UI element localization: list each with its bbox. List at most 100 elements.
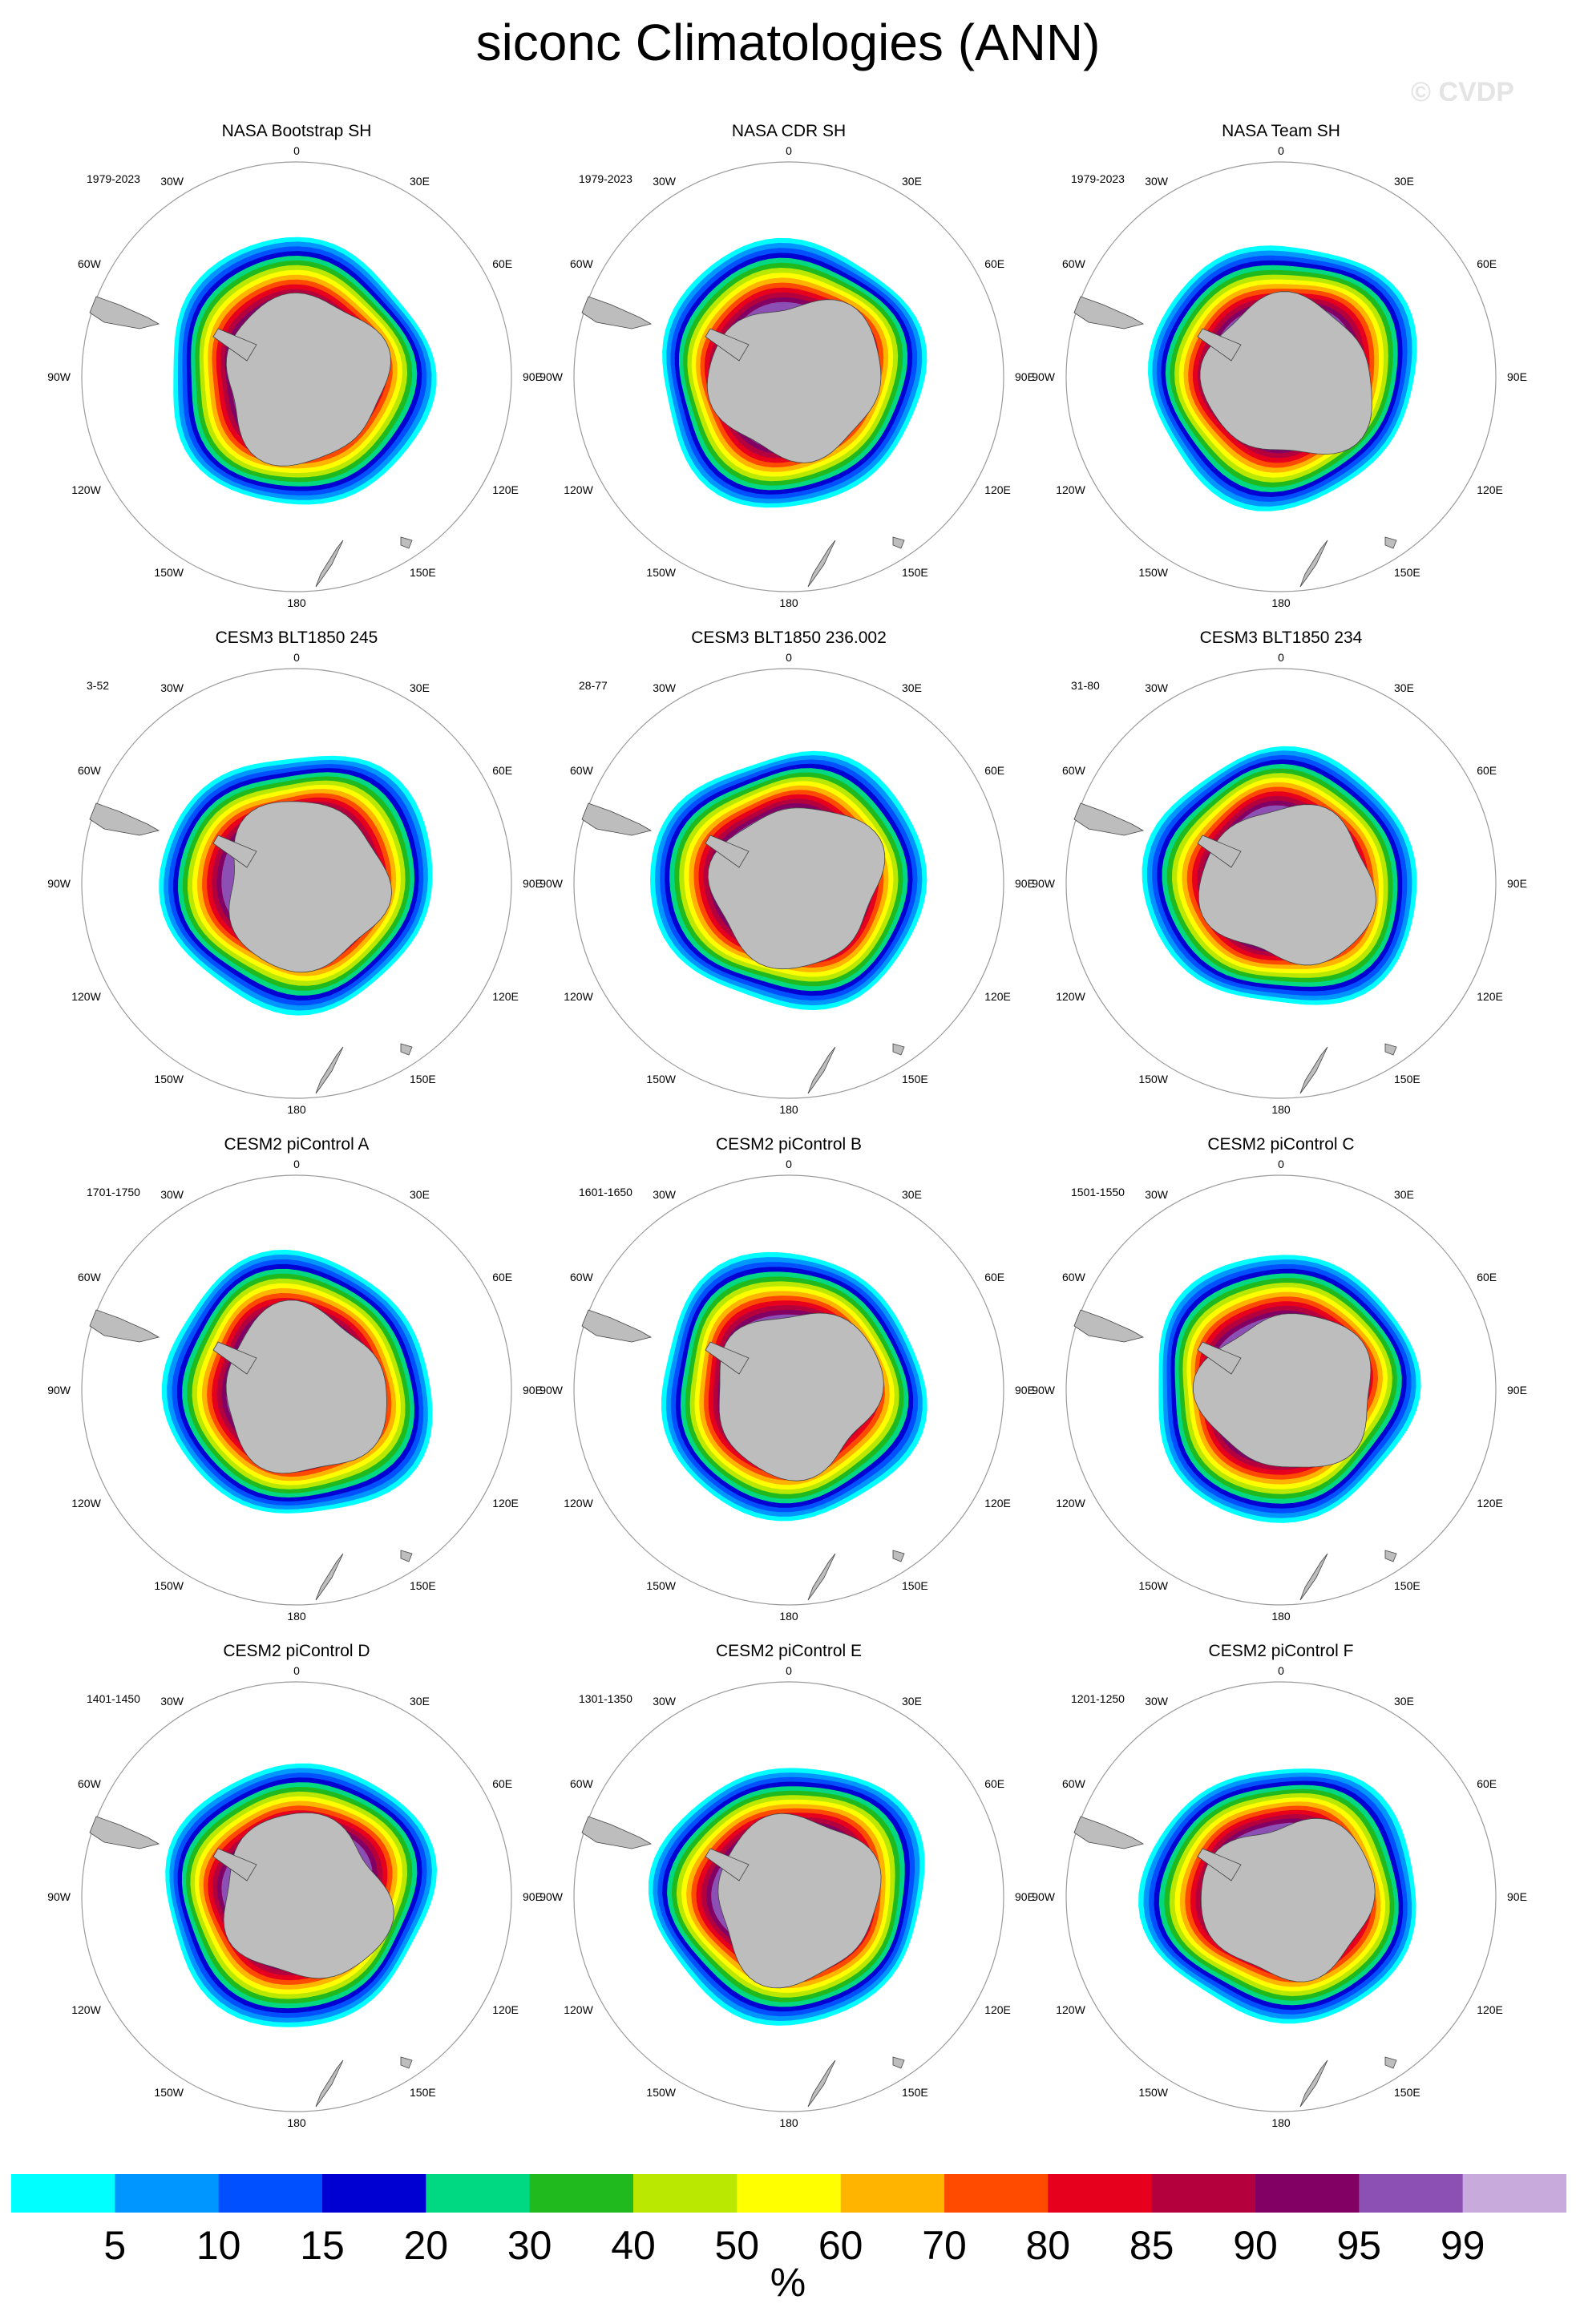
- colorbar-tick-label: 60: [818, 2223, 863, 2262]
- colorbar-tick-label: 99: [1441, 2223, 1485, 2262]
- tasmania-landmass: [892, 536, 905, 549]
- longitude-label: 120E: [492, 483, 519, 496]
- colorbar-tick-label: 10: [196, 2223, 241, 2262]
- longitude-label: 150W: [1138, 1579, 1168, 1592]
- antarctica-landmass: [1200, 1817, 1376, 1982]
- colorbar-units: %: [770, 2260, 806, 2305]
- panel-title: NASA CDR SH: [732, 122, 846, 140]
- period-label: 1601-1650: [579, 1186, 632, 1198]
- longitude-label: 30W: [653, 1695, 677, 1708]
- colorbar-swatch: [737, 2174, 842, 2213]
- antarctic-peninsula: [212, 1848, 257, 1881]
- map-panel: NASA Team SH 1979-2023 0 30E 60E 90E 120E 150E 1…: [1032, 122, 1527, 609]
- longitude-label: 120E: [492, 990, 519, 1003]
- longitude-label: 0: [1278, 144, 1284, 157]
- longitude-label: 30W: [160, 681, 184, 694]
- longitude-label: 90W: [539, 1384, 564, 1396]
- figure-title: siconc Climatologies (ANN): [475, 14, 1101, 71]
- colorbar-tick-label: 5: [103, 2223, 126, 2262]
- panel-title: CESM2 piControl D: [223, 1642, 370, 1660]
- longitude-label: 150E: [1394, 566, 1420, 579]
- antarctic-peninsula: [1197, 1848, 1242, 1881]
- longitude-label: 120W: [564, 483, 593, 496]
- longitude-label: 150E: [1394, 1073, 1420, 1085]
- longitude-label: 90W: [1032, 1384, 1056, 1396]
- south-america-landmass: [89, 296, 160, 329]
- longitude-label: 60E: [984, 764, 1004, 777]
- longitude-label: 90W: [47, 370, 71, 383]
- panel-title: CESM2 piControl B: [716, 1135, 862, 1154]
- panel-title: CESM2 piControl A: [224, 1135, 370, 1154]
- colorbar-tick-label: 15: [300, 2223, 345, 2262]
- colorbar-swatch: [11, 2174, 115, 2213]
- longitude-label: 60W: [1062, 257, 1086, 270]
- longitude-label: 180: [779, 1610, 798, 1623]
- colorbar-swatch: [426, 2174, 531, 2213]
- longitude-label: 60E: [984, 257, 1004, 270]
- longitude-label: 90E: [523, 1890, 543, 1903]
- longitude-label: 30E: [902, 1695, 922, 1708]
- antarctic-peninsula: [212, 328, 257, 362]
- longitude-label: 60E: [492, 1271, 512, 1283]
- longitude-label: 120W: [564, 1497, 593, 1510]
- longitude-label: 90E: [1507, 1890, 1527, 1903]
- longitude-label: 180: [779, 1103, 798, 1116]
- longitude-label: 90E: [523, 370, 543, 383]
- longitude-label: 120W: [1056, 1497, 1085, 1510]
- longitude-label: 60E: [1477, 1777, 1497, 1790]
- longitude-label: 60E: [1477, 1271, 1497, 1283]
- colorbar-tick-label: 20: [403, 2223, 448, 2262]
- antarctica-landmass: [1198, 804, 1376, 966]
- longitude-label: 90W: [47, 877, 71, 890]
- colorbar-swatch: [633, 2174, 737, 2213]
- colorbar-tick-label: 95: [1336, 2223, 1381, 2262]
- period-label: 28-77: [579, 679, 608, 692]
- colorbar-tick-label: 85: [1129, 2223, 1174, 2262]
- panel-title: CESM3 BLT1850 234: [1200, 628, 1363, 647]
- longitude-label: 150E: [902, 1579, 928, 1592]
- tasmania-landmass: [400, 1043, 413, 1056]
- antarctica-landmass: [718, 1312, 884, 1481]
- antarctica-landmass: [1199, 291, 1372, 455]
- longitude-label: 30W: [160, 1695, 184, 1708]
- colorbar-tick-label: 50: [714, 2223, 759, 2262]
- longitude-label: 0: [786, 651, 792, 664]
- longitude-label: 150W: [646, 1073, 676, 1085]
- new-zealand-landmass: [315, 540, 344, 588]
- longitude-label: 150E: [902, 566, 928, 579]
- longitude-label: 30E: [1394, 1188, 1414, 1201]
- longitude-label: 180: [287, 596, 306, 609]
- period-label: 1501-1550: [1071, 1186, 1125, 1198]
- longitude-label: 90W: [539, 370, 564, 383]
- period-label: 1201-1250: [1071, 1692, 1125, 1705]
- antarctic-peninsula: [1197, 328, 1242, 362]
- antarctic-peninsula: [212, 1341, 257, 1375]
- map-panel: NASA Bootstrap SH 1979-2023 0 30E 60E 90E 120E…: [47, 122, 543, 609]
- longitude-label: 0: [1278, 651, 1284, 664]
- antarctica-landmass: [717, 1813, 882, 1989]
- colorbar-swatch: [840, 2174, 945, 2213]
- map-panel: CESM2 piControl F 1201-1250 0 30E 60E 90E 120E…: [1032, 1642, 1527, 2129]
- longitude-label: 90E: [1015, 370, 1035, 383]
- longitude-label: 60W: [1062, 1271, 1086, 1283]
- south-america-landmass: [1073, 1309, 1145, 1343]
- antarctica-landmass: [225, 1299, 387, 1474]
- panel-title: CESM3 BLT1850 245: [216, 628, 378, 647]
- longitude-label: 150W: [154, 1579, 184, 1592]
- longitude-label: 60W: [570, 1777, 594, 1790]
- south-america-landmass: [1073, 802, 1145, 836]
- tasmania-landmass: [1384, 1043, 1397, 1056]
- antarctic-peninsula: [705, 1341, 750, 1375]
- antarctic-peninsula: [705, 328, 750, 362]
- south-america-landmass: [581, 296, 653, 329]
- longitude-label: 90W: [1032, 1890, 1056, 1903]
- longitude-label: 30E: [410, 681, 430, 694]
- longitude-label: 30E: [902, 175, 922, 188]
- antarctic-peninsula: [705, 1848, 750, 1881]
- longitude-label: 150E: [1394, 2086, 1420, 2099]
- new-zealand-landmass: [1299, 1046, 1328, 1094]
- longitude-label: 60W: [570, 764, 594, 777]
- new-zealand-landmass: [1299, 1553, 1328, 1601]
- period-label: 1979-2023: [579, 172, 632, 185]
